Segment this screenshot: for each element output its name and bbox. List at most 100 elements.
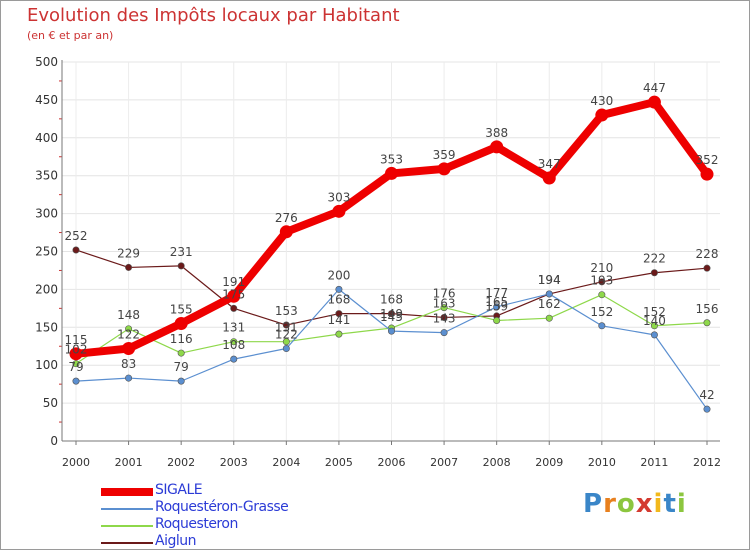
data-point — [703, 319, 711, 327]
legend-swatch — [101, 508, 153, 510]
data-label: 140 — [643, 314, 666, 328]
data-point — [177, 349, 185, 357]
data-point — [700, 167, 714, 181]
data-label: 122 — [275, 328, 298, 342]
y-tick-label: 200 — [35, 282, 58, 296]
x-tick-label: 2001 — [115, 456, 143, 469]
data-label: 222 — [643, 252, 666, 266]
data-label: 145 — [380, 310, 403, 324]
data-point — [177, 377, 185, 385]
data-label: 347 — [538, 157, 561, 171]
data-point — [385, 166, 398, 180]
data-label: 122 — [117, 328, 140, 342]
data-label: 159 — [485, 299, 508, 313]
data-label: 155 — [170, 303, 193, 317]
data-label: 141 — [327, 313, 350, 327]
data-label: 194 — [538, 273, 561, 287]
x-tick-label: 2011 — [640, 456, 668, 469]
data-point — [125, 374, 133, 382]
data-label: 83 — [121, 357, 136, 371]
legend-label: SIGALE — [155, 482, 203, 498]
data-label: 162 — [538, 297, 561, 311]
data-label: 149 — [380, 307, 403, 321]
x-tick-label: 2004 — [272, 456, 300, 469]
data-point — [335, 330, 343, 338]
legend-swatch — [101, 525, 153, 527]
x-tick-label: 2008 — [483, 456, 511, 469]
data-point — [387, 310, 395, 318]
data-label: 42 — [699, 388, 714, 402]
data-label: 79 — [68, 360, 83, 374]
data-point — [440, 313, 448, 321]
data-label: 148 — [117, 308, 140, 322]
data-label: 229 — [117, 246, 140, 260]
data-point — [230, 338, 238, 346]
x-tick-label: 2006 — [378, 456, 406, 469]
data-point — [72, 246, 80, 254]
data-point — [493, 303, 501, 311]
data-label: 276 — [275, 211, 298, 225]
data-point — [125, 263, 133, 271]
data-label: 388 — [485, 126, 508, 140]
y-tick-label: 0 — [50, 434, 58, 448]
legend-swatch — [101, 488, 153, 496]
data-point — [282, 321, 290, 329]
data-label: 252 — [65, 229, 88, 243]
data-label: 447 — [643, 81, 666, 95]
data-point — [332, 204, 346, 218]
data-point — [230, 355, 238, 363]
y-tick-label: 300 — [35, 207, 58, 221]
x-tick-label: 2012 — [693, 456, 721, 469]
brand-letter: t — [663, 489, 677, 519]
data-label: 210 — [590, 261, 613, 275]
legend-swatch — [101, 542, 153, 544]
brand-letter: x — [635, 489, 654, 519]
data-point — [650, 269, 658, 277]
data-point — [387, 327, 395, 335]
data-point — [647, 95, 661, 109]
x-tick-label: 2009 — [535, 456, 563, 469]
data-point — [542, 171, 556, 185]
data-point — [440, 304, 448, 312]
data-label: 430 — [590, 94, 613, 108]
data-point — [650, 331, 658, 339]
data-label: 194 — [538, 273, 561, 287]
data-point — [545, 314, 553, 322]
data-point — [493, 316, 501, 324]
data-point — [177, 262, 185, 270]
data-label: 228 — [696, 247, 719, 261]
y-tick-label: 500 — [35, 55, 58, 69]
data-label: 165 — [485, 295, 508, 309]
data-label: 152 — [590, 305, 613, 319]
brand-letter: r — [603, 489, 617, 519]
chart-subtitle: (en € et par an) — [27, 29, 114, 42]
legend-label: Aiglun — [155, 533, 197, 549]
y-tick-label: 450 — [35, 93, 58, 107]
data-point — [490, 140, 504, 154]
data-label: 163 — [433, 296, 456, 310]
data-point — [598, 322, 606, 330]
data-label: 231 — [170, 245, 193, 259]
data-point — [174, 317, 188, 331]
data-label: 200 — [327, 268, 350, 282]
data-label: 168 — [327, 293, 350, 307]
data-point — [437, 162, 451, 176]
data-label: 79 — [174, 360, 189, 374]
data-label: 359 — [433, 148, 456, 162]
data-point — [703, 405, 711, 413]
data-point — [279, 225, 293, 239]
data-point — [335, 310, 343, 318]
data-label: 177 — [485, 286, 508, 300]
chart-title: Evolution des Impôts locaux par Habitant — [27, 5, 400, 26]
data-label: 191 — [222, 275, 245, 289]
data-point — [125, 325, 133, 333]
data-point — [122, 342, 136, 356]
y-tick-label: 350 — [35, 169, 58, 183]
data-point — [335, 285, 343, 293]
data-label: 176 — [433, 287, 456, 301]
data-point — [650, 322, 658, 330]
y-tick-label: 250 — [35, 245, 58, 259]
data-point — [703, 264, 711, 272]
data-label: 353 — [380, 152, 403, 166]
